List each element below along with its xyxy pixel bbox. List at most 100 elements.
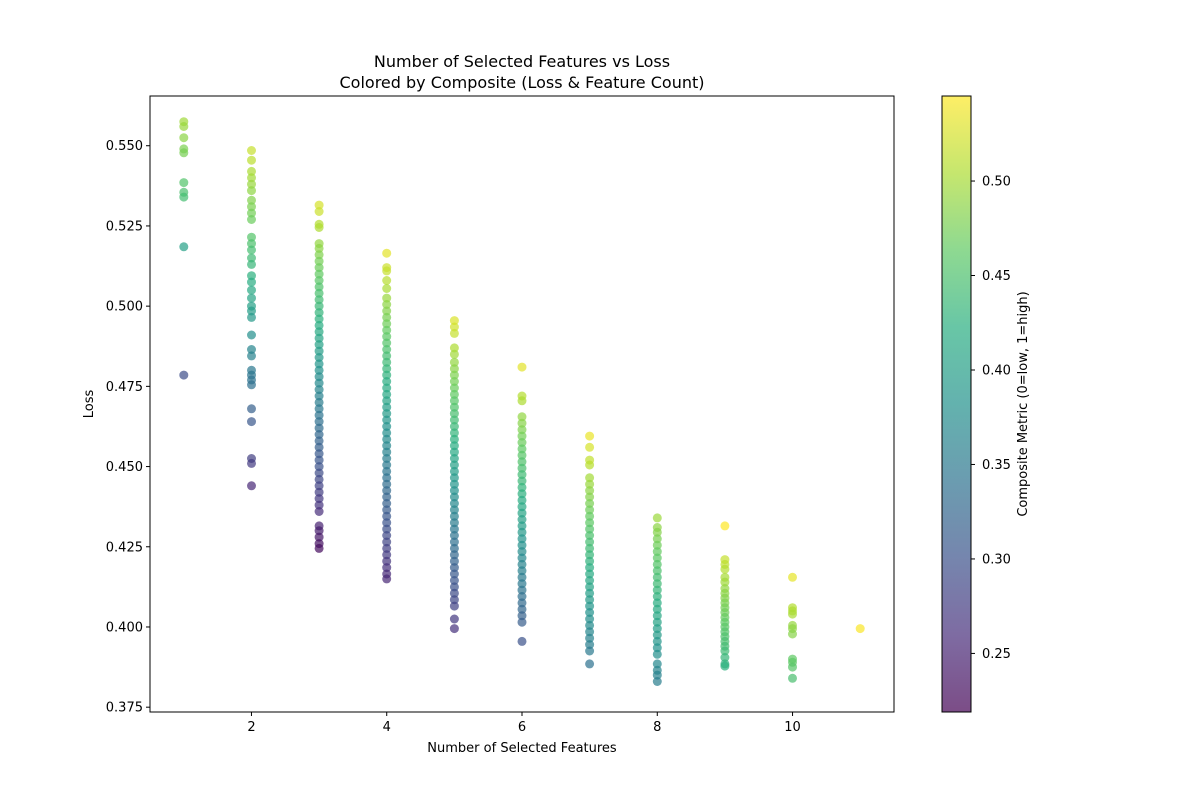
scatter-point (585, 479, 595, 489)
scatter-point (517, 438, 527, 447)
scatter-point (449, 428, 459, 438)
scatter-point (247, 155, 256, 165)
scatter-point (517, 617, 527, 627)
x-axis-label: Number of Selected Features (427, 741, 617, 756)
scatter-point (382, 383, 392, 393)
y-tick-label: 0.525 (106, 219, 143, 234)
scatter-point (382, 556, 392, 566)
x-tick-label: 8 (653, 720, 661, 735)
scatter-point (517, 515, 527, 524)
scatter-point (382, 543, 392, 553)
y-axis-label: Loss (82, 390, 97, 419)
scatter-point (382, 284, 392, 293)
y-tick-label: 0.450 (106, 460, 143, 475)
scatter-point (314, 353, 324, 362)
scatter-point (585, 620, 595, 630)
scatter-point (382, 422, 392, 431)
scatter-point (314, 455, 324, 465)
scatter-point (247, 166, 256, 176)
scatter-point (382, 492, 392, 502)
scatter-point (449, 357, 459, 367)
scatter-point (382, 479, 392, 489)
scatter-point (652, 527, 662, 537)
scatter-point (517, 444, 527, 454)
scatter-point (314, 320, 324, 330)
scatter-point (517, 476, 527, 486)
scatter-point (652, 611, 662, 621)
scatter-point (449, 383, 459, 393)
scatter-point (652, 636, 662, 646)
scatter-point (247, 330, 256, 340)
scatter-point (652, 604, 662, 614)
scatter-point (382, 428, 392, 438)
scatter-point (382, 276, 392, 285)
y-tick-label: 0.400 (106, 620, 143, 635)
colorbar-tick-label: 0.30 (982, 552, 1011, 567)
colorbar-tick-label: 0.45 (982, 269, 1011, 284)
scatter-point (247, 208, 256, 218)
chart-subtitle: Colored by Composite (Loss & Feature Cou… (340, 73, 705, 92)
scatter-point (179, 242, 189, 252)
scatter-point (314, 295, 324, 305)
scatter-point (179, 370, 189, 380)
scatter-point (585, 627, 595, 637)
scatter-point (585, 582, 595, 592)
scatter-point (652, 566, 662, 576)
scatter-point (382, 306, 392, 316)
scatter-point (314, 365, 324, 375)
scatter-point (449, 511, 459, 521)
scatter-point (314, 256, 324, 266)
scatter-point (788, 662, 797, 672)
scatter-point (314, 462, 324, 472)
scatter-point (517, 396, 527, 406)
scatter-point (382, 266, 392, 276)
scatter-point (585, 614, 595, 624)
scatter-point (517, 585, 527, 595)
scatter-point (517, 495, 527, 505)
scatter-point (449, 543, 459, 553)
scatter-point (449, 531, 459, 540)
scatter-point (517, 611, 527, 621)
scatter-point (585, 576, 595, 585)
scatter-point (585, 633, 595, 643)
scatter-point (585, 492, 595, 502)
scatter-point (585, 524, 595, 534)
scatter-point (720, 521, 730, 531)
scatter-point (382, 511, 392, 521)
scatter-point (449, 479, 459, 489)
scatter-point (247, 179, 256, 189)
scatter-point (517, 362, 527, 372)
scatter-point (652, 598, 662, 608)
scatter-point (314, 397, 324, 407)
scatter-point (855, 624, 865, 634)
scatter-point (585, 659, 595, 669)
colorbar-tick-label: 0.35 (982, 458, 1011, 473)
scatter-point (314, 263, 324, 273)
scatter-point (382, 550, 392, 560)
colorbar-ticks: 0.25 0.30 0.35 0.40 0.45 0.50 (971, 175, 1011, 662)
scatter-point (382, 466, 392, 476)
scatter-point (179, 192, 189, 202)
y-tick-label: 0.375 (106, 701, 143, 716)
scatter-point (382, 357, 392, 367)
scatter-point (652, 617, 662, 627)
scatter-point (382, 325, 392, 335)
scatter-point (652, 643, 662, 653)
scatter-point (652, 559, 662, 569)
scatter-point (382, 300, 392, 309)
scatter-point (449, 434, 459, 444)
scatter-point (314, 333, 324, 343)
scatter-point (652, 624, 662, 634)
scatter-point (652, 513, 662, 523)
scatter-point (585, 518, 595, 528)
scatter-point (517, 502, 527, 512)
scatter-point (179, 122, 189, 131)
scatter-point (517, 592, 527, 601)
scatter-point (382, 537, 392, 547)
scatter-point (314, 430, 324, 439)
scatter-point (788, 572, 797, 582)
scatter-point (585, 442, 595, 452)
y-tick-label: 0.425 (106, 540, 143, 555)
scatter-point (720, 577, 730, 587)
colorbar-label: Composite Metric (0=low, 1=high) (1016, 291, 1031, 516)
